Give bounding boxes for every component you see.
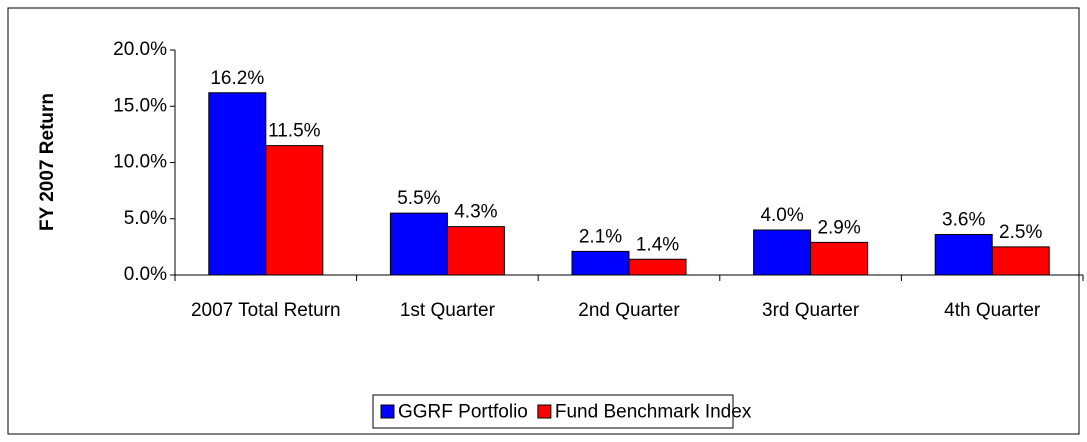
- value-label: 5.5%: [397, 188, 440, 209]
- legend-frame: [372, 394, 734, 429]
- x-tick-label: 3rd Quarter: [762, 300, 860, 321]
- bar: [571, 250, 630, 276]
- value-label: 4.3%: [454, 202, 497, 223]
- bar: [991, 246, 1050, 276]
- chart-frame: [7, 7, 1080, 435]
- bar: [934, 234, 993, 276]
- x-tick-label: 2nd Quarter: [578, 300, 680, 321]
- legend-swatch: [380, 404, 395, 419]
- value-label: 2.1%: [579, 226, 622, 247]
- y-tick-label: 15.0%: [113, 95, 167, 116]
- x-tick-label: 2007 Total Return: [190, 300, 341, 321]
- bar: [753, 229, 812, 276]
- bar: [208, 92, 267, 276]
- value-label: 4.0%: [760, 205, 803, 226]
- y-axis-title: FY 2007 Return: [37, 93, 58, 231]
- x-tick-label: 4th Quarter: [944, 300, 1041, 321]
- bar: [810, 241, 869, 276]
- bar: [265, 145, 324, 276]
- value-label: 3.6%: [942, 210, 985, 231]
- value-label: 1.4%: [636, 234, 679, 255]
- bar: [389, 212, 448, 276]
- bar: [446, 226, 505, 276]
- y-tick-label: 5.0%: [124, 208, 167, 229]
- legend-swatch: [537, 404, 552, 419]
- value-label: 2.9%: [817, 217, 860, 238]
- value-label: 11.5%: [268, 121, 321, 142]
- y-tick-label: 10.0%: [113, 152, 167, 173]
- value-label: 16.2%: [210, 68, 264, 89]
- bar: [628, 258, 687, 276]
- value-label: 2.5%: [999, 222, 1042, 243]
- y-tick-label: 20.0%: [113, 39, 167, 60]
- y-tick-label: 0.0%: [124, 264, 167, 285]
- x-tick-label: 1st Quarter: [399, 300, 495, 321]
- legend-label: Fund Benchmark Index: [555, 402, 752, 423]
- legend-label: GGRF Portfolio: [398, 402, 528, 423]
